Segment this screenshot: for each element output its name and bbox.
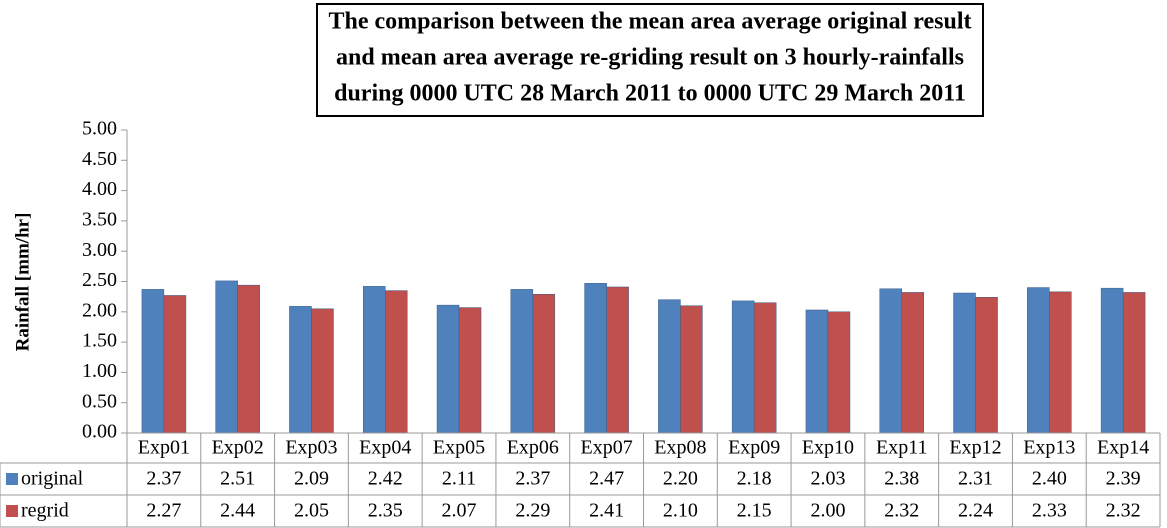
x-tick-label: Exp14 xyxy=(1097,437,1149,459)
legend-swatch xyxy=(6,473,18,485)
x-tick-label: Exp01 xyxy=(138,437,190,459)
y-tick-label: 5.00 xyxy=(82,118,117,140)
bar xyxy=(680,305,703,434)
table-value: 2.05 xyxy=(294,500,329,522)
legend-swatch xyxy=(6,505,18,517)
x-tick-label: Exp11 xyxy=(876,437,927,459)
bar xyxy=(215,280,238,434)
bar xyxy=(436,304,460,434)
table-value: 2.40 xyxy=(1032,468,1067,490)
table-value: 2.11 xyxy=(442,468,476,490)
bar xyxy=(975,297,998,434)
bar xyxy=(731,300,755,434)
x-tick-label: Exp05 xyxy=(433,437,485,459)
x-tick-label: Exp08 xyxy=(654,437,706,459)
table-value: 2.18 xyxy=(737,468,772,490)
table-value: 2.47 xyxy=(589,468,624,490)
bar xyxy=(753,302,777,434)
bar xyxy=(458,307,482,434)
table-value: 2.10 xyxy=(663,500,698,522)
table-value: 2.38 xyxy=(884,468,919,490)
bar xyxy=(532,293,556,434)
y-tick-label: 3.00 xyxy=(82,239,117,261)
table-value: 2.03 xyxy=(810,468,845,490)
table-value: 2.33 xyxy=(1032,500,1067,522)
bar xyxy=(237,284,260,434)
bar xyxy=(311,308,334,434)
x-tick-label: Exp07 xyxy=(580,437,632,459)
table-value: 2.07 xyxy=(442,500,477,522)
table-value: 2.27 xyxy=(146,500,181,522)
y-tick-label: 3.50 xyxy=(82,208,117,230)
legend-label: regrid xyxy=(21,500,69,522)
table-value: 2.37 xyxy=(146,468,181,490)
bar xyxy=(510,289,534,434)
chart-title: and mean area average re-griding result … xyxy=(336,45,964,71)
bar xyxy=(1100,287,1124,434)
chart-title: The comparison between the mean area ave… xyxy=(328,9,971,35)
x-tick-label: Exp09 xyxy=(728,437,780,459)
x-tick-label: Exp04 xyxy=(359,437,411,459)
bar xyxy=(953,292,976,434)
bar xyxy=(805,309,829,434)
table-value: 2.42 xyxy=(368,468,403,490)
bar xyxy=(289,306,312,434)
y-tick-label: 4.00 xyxy=(82,178,117,200)
table-value: 2.29 xyxy=(515,500,550,522)
table-value: 2.00 xyxy=(810,500,845,522)
y-axis-label: Rainfall [mm/hr] xyxy=(12,213,33,352)
y-tick-label: 2.00 xyxy=(82,299,117,321)
bar xyxy=(141,289,165,434)
table-value: 2.32 xyxy=(884,500,919,522)
y-tick-label: 0.50 xyxy=(82,390,117,412)
table-value: 2.35 xyxy=(368,500,403,522)
table-value: 2.15 xyxy=(737,500,772,522)
y-tick-label: 4.50 xyxy=(82,148,117,170)
table-value: 2.09 xyxy=(294,468,329,490)
bar xyxy=(163,295,187,434)
bar xyxy=(879,288,902,434)
bar xyxy=(385,290,408,434)
table-value: 2.32 xyxy=(1106,500,1141,522)
x-tick-label: Exp06 xyxy=(507,437,559,459)
title-box xyxy=(316,3,984,117)
table-value: 2.41 xyxy=(589,500,624,522)
bar xyxy=(1122,292,1146,434)
y-tick-label: 1.50 xyxy=(82,330,117,352)
bar xyxy=(658,299,681,434)
table-value: 2.51 xyxy=(220,468,255,490)
bar xyxy=(827,311,851,434)
table-value: 2.20 xyxy=(663,468,698,490)
x-tick-label: Exp02 xyxy=(212,437,264,459)
y-tick-label: 0.00 xyxy=(82,421,117,443)
bar xyxy=(584,283,607,434)
table-value: 2.24 xyxy=(958,500,993,522)
bar xyxy=(1049,291,1072,434)
x-tick-label: Exp10 xyxy=(802,437,854,459)
bar xyxy=(363,286,386,434)
table-value: 2.31 xyxy=(958,468,993,490)
table-value: 2.37 xyxy=(515,468,550,490)
x-tick-label: Exp13 xyxy=(1023,437,1075,459)
bar xyxy=(1027,287,1050,434)
y-tick-label: 1.00 xyxy=(82,360,117,382)
chart-title: during 0000 UTC 28 March 2011 to 0000 UT… xyxy=(334,81,966,107)
x-tick-label: Exp12 xyxy=(949,437,1001,459)
table-value: 2.39 xyxy=(1106,468,1141,490)
y-tick-label: 2.50 xyxy=(82,269,117,291)
bar xyxy=(901,292,924,434)
table-value: 2.44 xyxy=(220,500,255,522)
bar xyxy=(606,286,629,434)
legend-label: original xyxy=(21,468,84,490)
x-tick-label: Exp03 xyxy=(285,437,337,459)
